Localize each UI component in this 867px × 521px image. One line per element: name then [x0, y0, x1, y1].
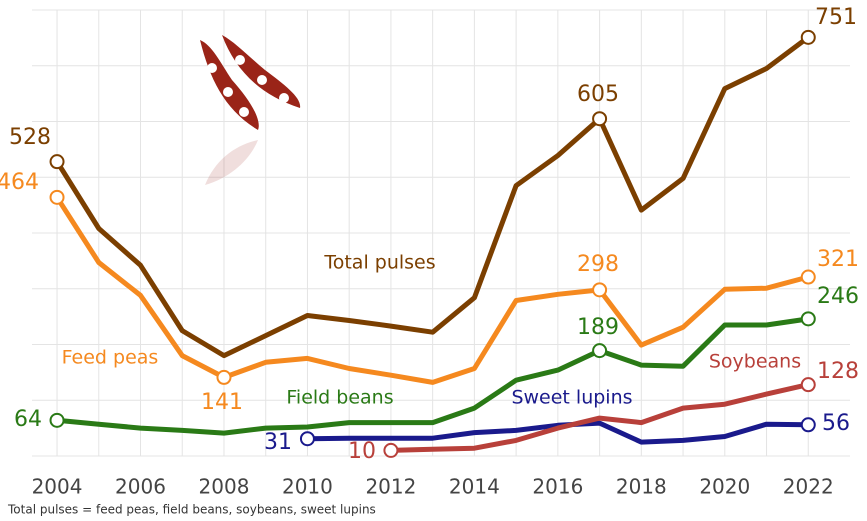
series-name-label: Feed peas: [62, 347, 159, 369]
series-name-label: Field beans: [286, 387, 393, 409]
data-label: 189: [577, 315, 619, 340]
point-marker: [592, 111, 608, 127]
pea: [279, 93, 289, 103]
point-marker: [216, 369, 232, 385]
series-line: [388, 382, 811, 453]
data-label: 56: [822, 411, 850, 436]
point-marker: [592, 343, 608, 359]
x-tick-label: 2016: [532, 475, 583, 499]
series-name-label: Total pulses: [323, 252, 435, 274]
pea: [239, 107, 249, 117]
x-tick-label: 2022: [783, 475, 834, 499]
data-label: 605: [577, 82, 619, 107]
point-marker: [800, 417, 816, 433]
point-marker: [592, 282, 608, 298]
point-marker: [49, 412, 65, 428]
data-label: 128: [817, 359, 859, 384]
x-tick-label: 2010: [282, 475, 333, 499]
pod-illustration: [200, 35, 301, 185]
point-marker: [800, 269, 816, 285]
pod: [222, 35, 301, 108]
data-label: 321: [817, 247, 859, 272]
series-line: [54, 34, 811, 359]
series-line: [54, 194, 811, 385]
data-label: 31: [264, 430, 292, 455]
data-label: 751: [815, 5, 857, 30]
series-name-label: Sweet lupins: [511, 387, 632, 409]
x-tick-label: 2008: [199, 475, 250, 499]
x-tick-label: 2018: [616, 475, 667, 499]
data-label: 464: [0, 170, 39, 195]
point-marker: [383, 442, 399, 458]
pod: [200, 40, 259, 130]
point-marker: [299, 431, 315, 447]
series-line: [304, 420, 811, 445]
point-marker: [800, 29, 816, 45]
series-line: [54, 316, 811, 436]
pea: [235, 55, 245, 65]
x-tick-label: 2012: [365, 475, 416, 499]
point-marker: [800, 377, 816, 393]
x-tick-label: 2006: [115, 475, 166, 499]
data-label: 10: [348, 439, 376, 464]
pea: [257, 75, 267, 85]
x-tick-label: 2020: [699, 475, 750, 499]
grid: [32, 9, 850, 457]
pea: [207, 63, 217, 73]
footnote: Total pulses = feed peas, field beans, s…: [7, 503, 376, 517]
point-marker: [800, 311, 816, 327]
data-label: 528: [9, 125, 51, 150]
point-marker: [49, 154, 65, 170]
data-label: 246: [817, 284, 859, 309]
series-name-label: Soybeans: [709, 351, 801, 373]
point-marker: [49, 189, 65, 205]
data-label: 64: [14, 407, 42, 432]
pod-reflection: [205, 140, 258, 185]
x-tick-label: 2004: [32, 475, 83, 499]
data-label: 141: [201, 390, 243, 415]
pea: [223, 87, 233, 97]
data-label: 298: [577, 252, 619, 277]
x-tick-label: 2014: [449, 475, 500, 499]
